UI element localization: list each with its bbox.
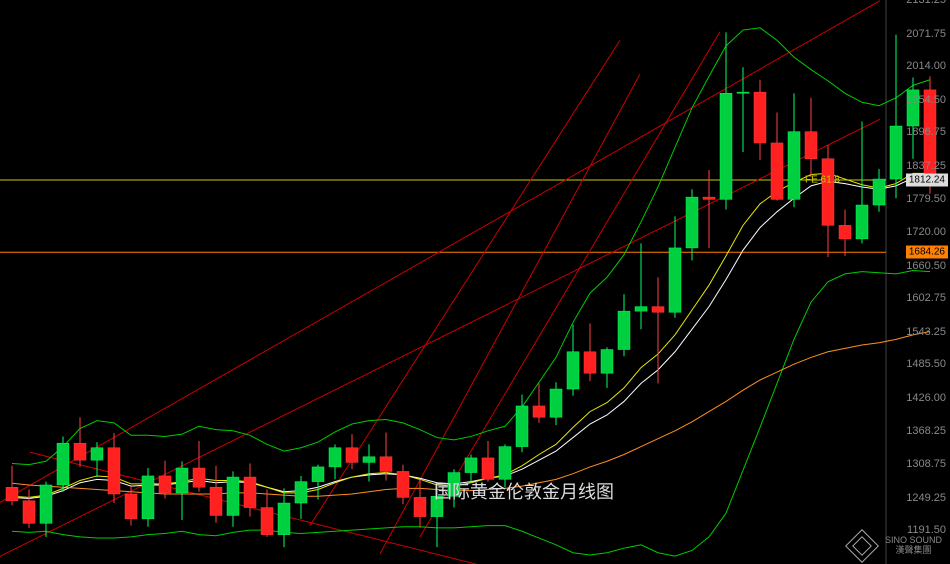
- y-axis-label: 1543.25: [906, 326, 946, 338]
- y-axis-label: 1485.50: [906, 358, 946, 370]
- y-axis-label: 1426.00: [906, 392, 946, 404]
- y-axis-label: 1954.50: [906, 94, 946, 106]
- fe-level-label: FE 61.8: [805, 175, 840, 186]
- orange-level-box: 1684.26: [906, 246, 948, 259]
- chart-title: 国际黄金伦敦金月线图: [434, 478, 614, 504]
- y-axis-label: 1779.50: [906, 193, 946, 205]
- logo-brand: SINO SOUND: [885, 535, 942, 545]
- brand-logo: SINO SOUND漢聲集團: [850, 534, 942, 558]
- current-price-box: 1812.24: [906, 174, 948, 187]
- candlestick-chart[interactable]: 国际黄金伦敦金月线图 FE 61.8 SINO SOUND漢聲集團 2131.2…: [0, 0, 950, 564]
- y-axis-label: 2131.25: [906, 0, 946, 6]
- y-axis-label: 2071.75: [906, 28, 946, 40]
- y-axis-label: 1660.50: [906, 260, 946, 272]
- logo-diamond-icon: [845, 529, 879, 563]
- y-axis-label: 1896.75: [906, 126, 946, 138]
- y-axis-label: 1720.00: [906, 226, 946, 238]
- y-axis-label: 1249.25: [906, 492, 946, 504]
- y-axis-label: 1602.75: [906, 292, 946, 304]
- y-axis-label: 1191.50: [907, 524, 946, 536]
- y-axis-label: 2014.00: [906, 60, 946, 72]
- y-axis-label: 1308.75: [906, 458, 946, 470]
- y-axis-label: 1837.25: [906, 160, 946, 172]
- logo-sub: 漢聲集團: [895, 545, 931, 555]
- y-axis-label: 1368.25: [906, 425, 946, 437]
